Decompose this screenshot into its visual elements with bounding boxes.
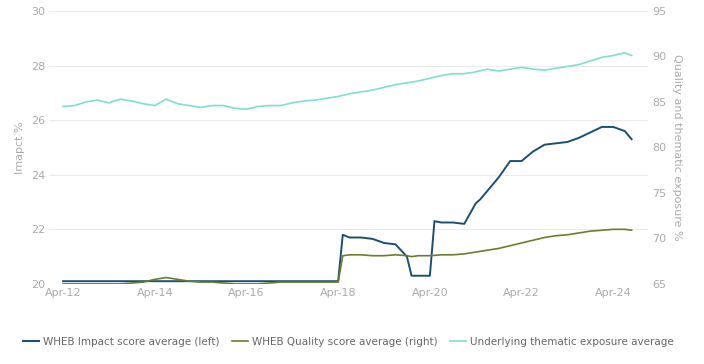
Y-axis label: Quality and thematic exposure %: Quality and thematic exposure %: [672, 54, 681, 241]
Legend: WHEB Impact score average (left), WHEB Quality score average (right), Underlying: WHEB Impact score average (left), WHEB Q…: [19, 333, 678, 351]
Y-axis label: Imapct %: Imapct %: [15, 121, 25, 174]
